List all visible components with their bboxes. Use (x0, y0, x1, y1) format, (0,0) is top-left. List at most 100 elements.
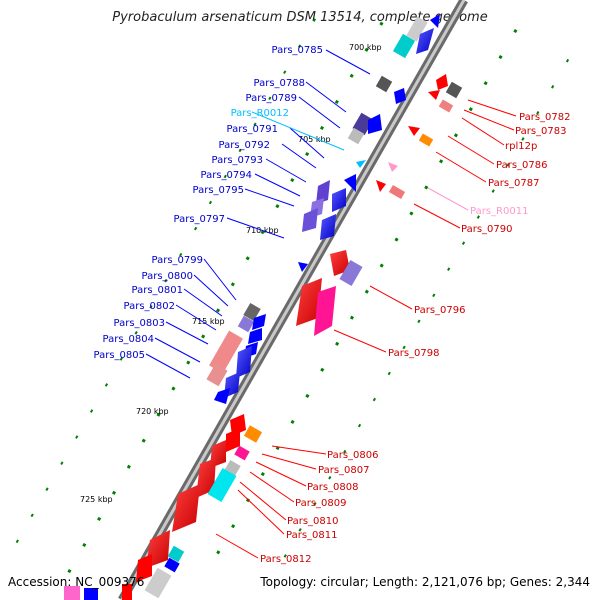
gene-label-pars-0803[interactable]: Pars_0803 (114, 318, 165, 329)
tick-dot (447, 267, 451, 272)
tick-dot (372, 397, 376, 402)
feature-blocks (64, 14, 463, 600)
tick-dot (453, 133, 459, 138)
tick-dot (30, 513, 34, 518)
tick-dot (111, 490, 117, 495)
tick-dot (319, 125, 325, 131)
gene-label-pars-0790[interactable]: Pars_0790 (461, 224, 512, 235)
tick-dot (75, 435, 79, 439)
tick-dot (268, 96, 272, 101)
tick-dot (245, 256, 250, 261)
tick-dot-tracks (15, 18, 570, 574)
tick-dot (298, 528, 302, 532)
genome-stats-label: Topology: circular; Length: 2,121,076 bp… (260, 575, 590, 589)
leader-lines-forward (145, 49, 371, 379)
tick-dot (201, 334, 206, 339)
kbp-tick-725: 725 kbp (80, 495, 113, 504)
gene-label-pars-0812[interactable]: Pars_0812 (260, 554, 311, 565)
tick-dot (305, 151, 310, 157)
gene-label-pars-0795[interactable]: Pars_0795 (193, 185, 244, 196)
gene-label-pars-0809[interactable]: Pars_0809 (295, 498, 346, 509)
tick-dot (223, 174, 227, 179)
gene-label-pars-0787[interactable]: Pars_0787 (488, 178, 539, 189)
tick-dot (513, 28, 518, 34)
gene-label-pars-0786[interactable]: Pars_0786 (496, 160, 547, 171)
kbp-tick-700: 700 kbp (349, 43, 382, 52)
tick-dot (349, 73, 354, 78)
forward-gene-labels: Pars_0785 Pars_0788 Pars_0789 Pars_R0012… (94, 45, 323, 361)
tick-dot (231, 524, 236, 529)
gene-label-pars-0789[interactable]: Pars_0789 (246, 93, 297, 104)
gene-label-pars-0808[interactable]: Pars_0808 (307, 482, 358, 493)
tick-dot (67, 569, 72, 574)
gene-label-pars-0802[interactable]: Pars_0802 (124, 301, 175, 312)
gene-label-pars-0805[interactable]: Pars_0805 (94, 350, 145, 361)
gene-label-pars-0800[interactable]: Pars_0800 (142, 271, 193, 282)
tick-dot (171, 386, 176, 391)
gene-label-pars-0796[interactable]: Pars_0796 (414, 305, 465, 316)
tick-dot (186, 360, 191, 365)
gene-label-pars-r0012[interactable]: Pars_R0012 (231, 108, 289, 119)
tick-dot (417, 319, 421, 324)
tick-dot (297, 44, 302, 48)
gene-label-pars-0788[interactable]: Pars_0788 (254, 78, 305, 89)
tick-dot (334, 99, 339, 104)
tick-dot (119, 357, 123, 361)
tick-dot (312, 18, 317, 22)
gene-label-pars-0806[interactable]: Pars_0806 (327, 450, 378, 461)
gene-label-pars-0793[interactable]: Pars_0793 (212, 155, 263, 166)
tick-dot (126, 464, 131, 469)
tick-dot (379, 263, 384, 268)
tick-dot (60, 461, 64, 465)
tick-dot (483, 81, 488, 86)
tick-dot (498, 55, 503, 60)
gene-label-rpl12p[interactable]: rpl12p (505, 141, 537, 152)
tick-dot (328, 475, 332, 480)
tick-dot (357, 423, 362, 428)
tick-dot (260, 230, 265, 235)
tick-dot (149, 304, 153, 309)
gene-label-pars-0799[interactable]: Pars_0799 (152, 255, 203, 266)
tick-dot (379, 21, 384, 26)
gene-label-pars-0807[interactable]: Pars_0807 (318, 465, 369, 476)
tick-dot (506, 163, 510, 167)
gene-label-pars-0804[interactable]: Pars_0804 (103, 334, 154, 345)
gene-label-pars-0810[interactable]: Pars_0810 (287, 516, 338, 527)
gene-label-pars-0797[interactable]: Pars_0797 (174, 214, 225, 225)
tick-dot (468, 107, 473, 112)
tick-dot (364, 47, 369, 52)
tick-dot (253, 122, 257, 127)
gene-label-pars-0791[interactable]: Pars_0791 (227, 124, 278, 135)
tick-dot (387, 371, 391, 376)
gene-label-pars-0811[interactable]: Pars_0811 (286, 530, 337, 541)
kbp-tick-715: 715 kbp (192, 317, 225, 326)
tick-dot (45, 487, 49, 492)
tick-dot (104, 383, 109, 387)
tick-dot (164, 278, 168, 283)
gene-label-pars-0794[interactable]: Pars_0794 (201, 170, 252, 181)
tick-dot (551, 84, 555, 89)
tick-dot (179, 252, 183, 257)
tick-dot (461, 241, 466, 245)
tick-dot (424, 185, 429, 190)
tick-dot (394, 237, 399, 242)
gene-label-pars-0785[interactable]: Pars_0785 (272, 45, 323, 56)
gene-label-pars-0792[interactable]: Pars_0792 (219, 140, 270, 151)
tick-dot (491, 189, 495, 193)
tick-dot (313, 502, 317, 506)
tick-dot (275, 204, 280, 209)
gene-label-pars-0783[interactable]: Pars_0783 (515, 126, 566, 137)
tick-dot (156, 412, 161, 417)
tick-dot (290, 178, 295, 183)
gene-label-pars-0782[interactable]: Pars_0782 (519, 112, 570, 123)
gene-label-pars-0801[interactable]: Pars_0801 (132, 285, 183, 296)
reverse-gene-labels: Pars_0782 Pars_0783 rpl12p Pars_0786 Par… (260, 112, 570, 565)
tick-dot (283, 70, 287, 74)
gene-label-pars-0798[interactable]: Pars_0798 (388, 348, 439, 359)
gene-label-pars-r0011[interactable]: Pars_R0011 (470, 206, 528, 217)
tick-dot (208, 200, 213, 205)
tick-dot (216, 550, 221, 555)
tick-dot (439, 159, 444, 164)
tick-dot (409, 211, 414, 216)
